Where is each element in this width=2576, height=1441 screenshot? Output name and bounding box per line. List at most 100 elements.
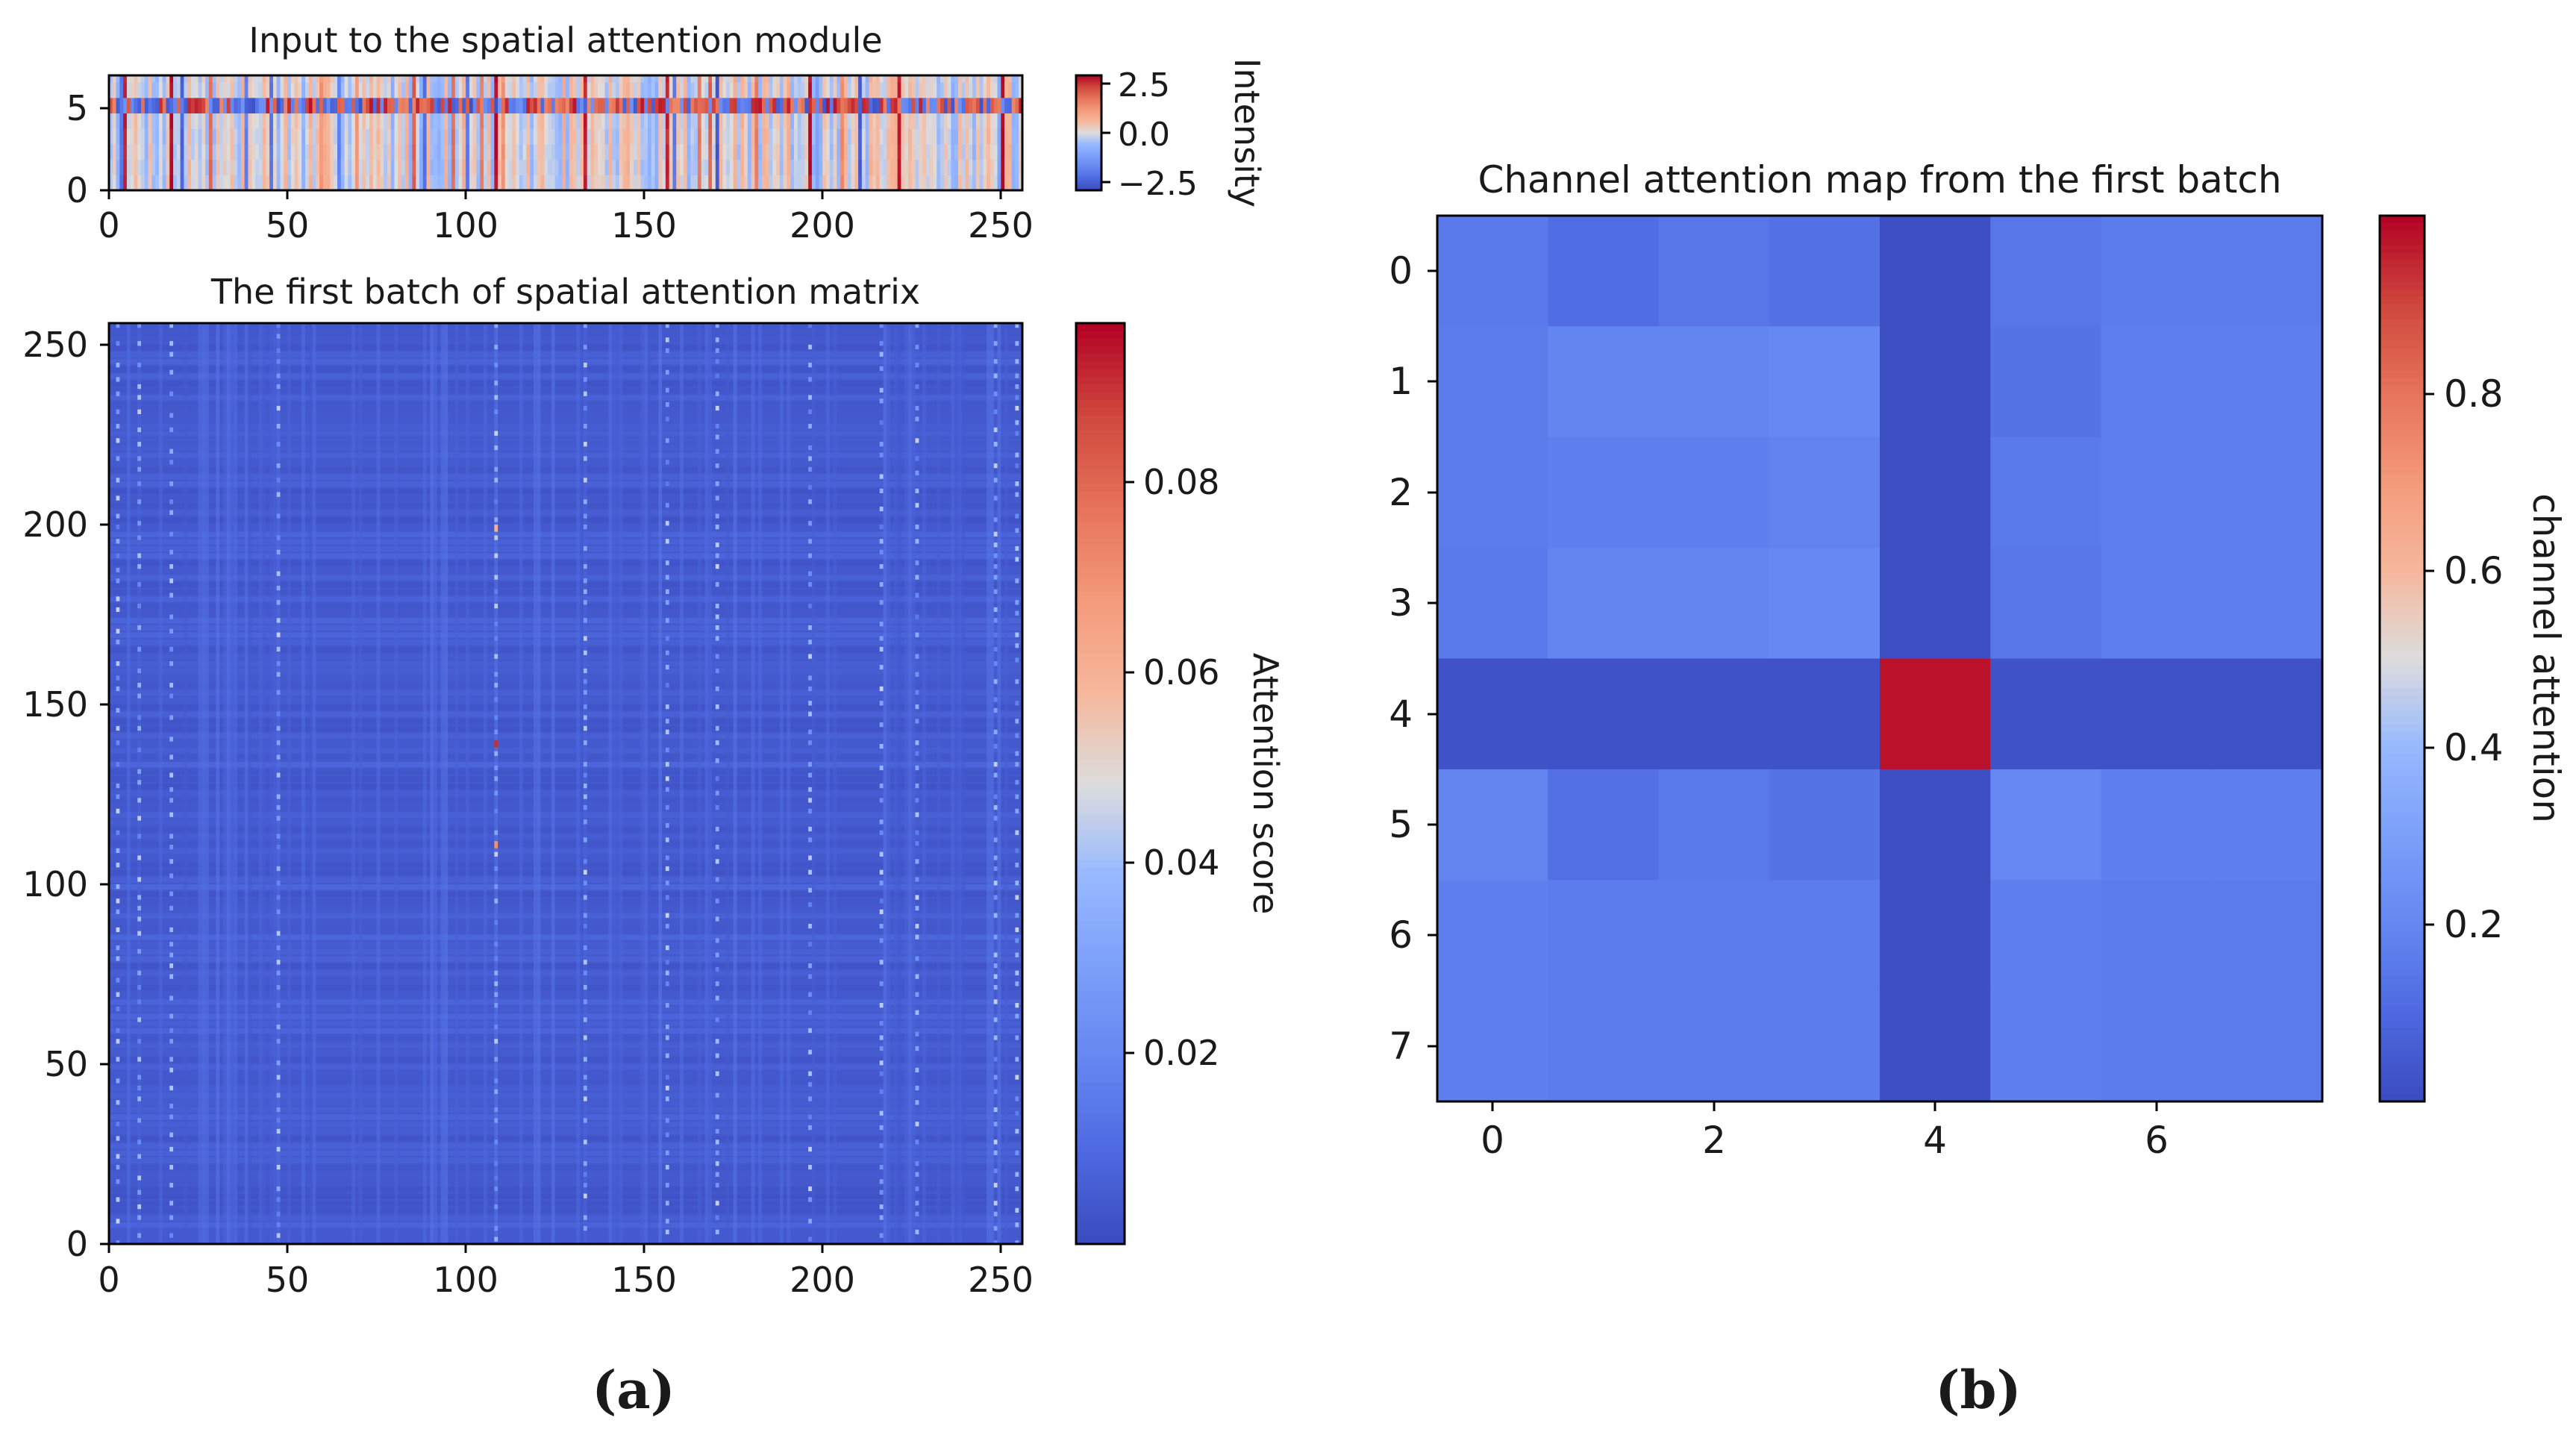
input-heatmap-cell: [208, 175, 213, 190]
attention-bright-cell: [137, 1085, 142, 1091]
colorbar-segment: [1076, 78, 1101, 81]
input-heatmap-cell: [444, 128, 448, 145]
colorbar-segment: [2380, 518, 2425, 527]
attention-bright-cell: [137, 747, 142, 753]
input-heatmap-cell: [244, 82, 249, 99]
colorbar-segment: [1076, 637, 1125, 646]
colorbar-segment: [1076, 676, 1125, 685]
colorbar-segment: [2380, 216, 2425, 224]
input-heatmap-cell: [1019, 75, 1022, 83]
channel-colorbar-tick: 0.8: [2444, 372, 2504, 416]
input-heatmap-cell: [548, 113, 552, 129]
attention-row-band: [109, 395, 1022, 401]
input-heatmap-cell: [929, 128, 934, 145]
input-heatmap-cell: [123, 113, 128, 129]
input-heatmap-cell: [466, 75, 470, 83]
attention-bright-cell: [1015, 1013, 1019, 1019]
input-heatmap-cell: [137, 143, 142, 160]
colorbar-segment: [1076, 134, 1101, 136]
input-heatmap-cell: [694, 128, 698, 145]
input-heatmap-cell: [608, 82, 613, 99]
input-heatmap-cell: [737, 75, 741, 83]
colorbar-segment: [2380, 813, 2425, 822]
input-heatmap-cell: [590, 97, 595, 114]
attention-bright-cell: [169, 499, 174, 504]
input-heatmap-x-axis: 0 50 100 150 200 250: [98, 190, 1034, 246]
input-heatmap-cell: [358, 143, 363, 160]
input-heatmap-cell: [790, 75, 795, 83]
input-heatmap-cell: [476, 143, 481, 160]
input-heatmap-cell: [594, 159, 598, 175]
input-heatmap-cell: [390, 159, 396, 175]
input-heatmap-cell: [551, 159, 556, 175]
input-heatmap-cell: [601, 175, 606, 190]
input-heatmap-cell: [969, 143, 973, 160]
input-heatmap-cell: [262, 159, 266, 175]
colorbar-segment: [2380, 1072, 2425, 1081]
attention-bright-cell: [879, 701, 884, 706]
input-heatmap-cell: [248, 175, 252, 190]
input-heatmap-cell: [498, 143, 502, 160]
input-heatmap-frame: [107, 74, 1024, 192]
input-heatmap-cell: [669, 175, 674, 190]
attention-row-band: [109, 804, 1022, 811]
attention-bright-cell: [715, 1140, 719, 1145]
attention-bright-cell: [276, 348, 281, 354]
input-heatmap-cell: [601, 82, 606, 99]
input-heatmap-cell: [166, 113, 170, 129]
colorbar-segment: [1076, 118, 1101, 121]
input-heatmap-cell: [301, 159, 306, 175]
input-heatmap-cell: [1004, 75, 1009, 83]
colorbar-segment: [1076, 161, 1101, 163]
input-heatmap-cell: [715, 97, 720, 114]
input-heatmap-cell: [412, 143, 416, 160]
colorbar-segment: [2380, 230, 2425, 239]
input-heatmap-cell: [462, 113, 466, 129]
attention-row-band: [109, 834, 1022, 840]
input-heatmap-cell: [829, 97, 834, 114]
input-heatmap-cell: [194, 175, 199, 190]
attention-bright-cell: [276, 1060, 281, 1066]
input-heatmap-cell: [287, 159, 292, 175]
attention-bright-cell: [116, 808, 120, 814]
input-heatmap-cell: [566, 75, 570, 83]
input-heatmap-cell: [208, 159, 213, 175]
attention-bright-cell: [879, 743, 884, 749]
input-heatmap-cell: [811, 113, 816, 129]
attention-bright-cell: [116, 794, 120, 799]
input-heatmap-cell: [326, 97, 331, 114]
input-heatmap-cell: [169, 82, 174, 99]
attention-bright-cell: [915, 1229, 919, 1234]
input-heatmap-cell: [458, 75, 463, 83]
input-heatmap-cell: [729, 97, 734, 114]
input-heatmap-cell: [344, 113, 348, 129]
input-heatmap-cell: [947, 75, 951, 83]
attention-bright-cell: [276, 442, 281, 447]
input-heatmap-cell: [148, 113, 152, 129]
input-heatmap-cell: [608, 97, 613, 114]
input-heatmap-cell: [861, 128, 866, 145]
input-heatmap-cell: [366, 113, 370, 129]
channel-attention-cell: [2211, 216, 2323, 327]
input-heatmap-cell: [837, 97, 841, 114]
attention-bright-cell: [169, 1183, 174, 1188]
input-heatmap-cell: [969, 75, 973, 83]
input-heatmap-cell: [308, 159, 313, 175]
attention-bright-cell: [665, 747, 669, 753]
attention-bright-cell: [1015, 1240, 1019, 1244]
input-heatmap-cell: [326, 82, 331, 99]
attention-row-band: [109, 618, 1022, 624]
input-heatmap-cell: [872, 128, 877, 145]
input-heatmap-cell: [551, 82, 556, 99]
attention-row-band: [109, 423, 1022, 430]
colorbar-segment: [2380, 341, 2425, 350]
input-heatmap-cell: [708, 82, 713, 99]
colorbar-segment: [2380, 577, 2425, 586]
input-heatmap-cell: [234, 75, 238, 83]
input-heatmap-cell: [362, 75, 366, 83]
input-heatmap-cell: [961, 97, 966, 114]
input-heatmap-cell: [887, 75, 891, 83]
input-heatmap-cell: [733, 75, 738, 83]
input-heatmap-cell: [787, 75, 791, 83]
input-heatmap-cell: [223, 97, 228, 114]
